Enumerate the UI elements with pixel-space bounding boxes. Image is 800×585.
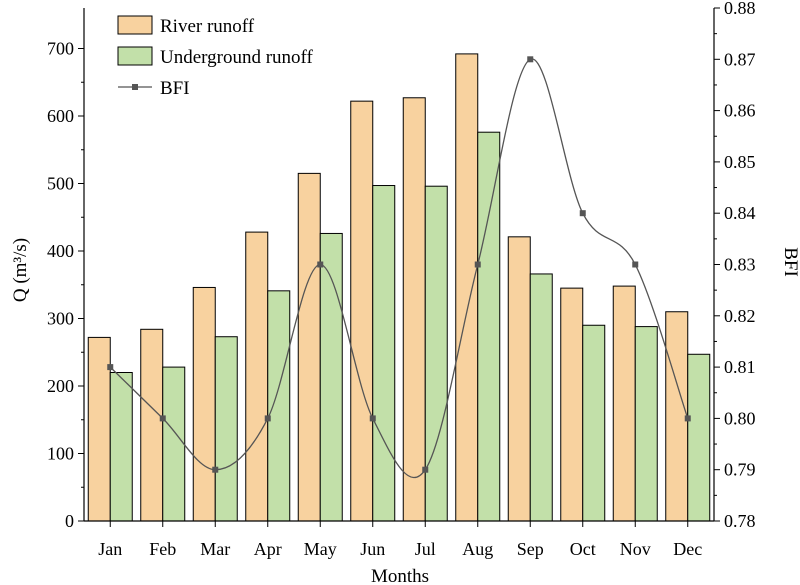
bfi-marker-nov xyxy=(632,261,639,268)
y2-tick-label: 0.82 xyxy=(724,306,756,326)
bar-underground-runoff-jul xyxy=(424,185,448,522)
axes-layer: 0 100 200 300 400 500 600 700 0.78 0.79 0.80 0.81 0.… xyxy=(47,0,756,559)
y2-tick-label: 0.80 xyxy=(724,408,756,428)
x-axis-label: Months xyxy=(371,566,429,585)
x-tick-label-jan: Jan xyxy=(98,539,122,559)
y-tick-label: 400 xyxy=(47,241,74,261)
y-axis-label: Q (m³/s) xyxy=(10,238,31,302)
bar-river-runoff-nov xyxy=(612,285,636,522)
bar-underground-runoff-nov xyxy=(634,326,658,522)
legend-swatch-river-runoff xyxy=(117,15,153,35)
bfi-marker-sep xyxy=(527,56,534,63)
y-tick-label: 200 xyxy=(47,376,74,396)
y2-tick-label: 0.86 xyxy=(724,101,756,121)
bar-river-runoff-feb xyxy=(140,328,164,522)
bar-river-runoff-jul xyxy=(402,97,426,522)
y-tick-label: 600 xyxy=(47,106,74,126)
bar-river-runoff-sep xyxy=(507,236,531,522)
legend: River runoff Underground runoff BFI xyxy=(117,15,314,99)
y-tick-label: 0 xyxy=(65,511,74,531)
bar-underground-runoff-feb xyxy=(162,366,186,522)
y-tick-label: 300 xyxy=(47,309,74,329)
bar-underground-runoff-aug xyxy=(477,131,501,522)
bar-underground-runoff-jan xyxy=(109,372,133,522)
x-tick-label-may: May xyxy=(304,539,337,559)
bfi-marker-may xyxy=(317,261,324,268)
bar-underground-runoff-sep xyxy=(529,273,553,522)
y2-tick-label: 0.78 xyxy=(724,511,756,531)
bfi-marker-apr xyxy=(264,415,271,422)
bar-river-runoff-jun xyxy=(350,100,374,522)
bar-river-runoff-jan xyxy=(87,336,111,522)
bar-river-runoff-mar xyxy=(192,286,216,522)
bar-underground-runoff-dec xyxy=(687,353,711,522)
legend-label-river-runoff: River runoff xyxy=(160,16,255,37)
y-tick-label: 700 xyxy=(47,39,74,59)
x-tick-label-jun: Jun xyxy=(360,539,385,559)
y-tick-label: 500 xyxy=(47,174,74,194)
bfi-marker-aug xyxy=(474,261,481,268)
y2-axis-label: BFI xyxy=(780,247,800,277)
bfi-marker-dec xyxy=(684,415,691,422)
legend-label-underground-runoff: Underground runoff xyxy=(160,47,314,68)
bar-river-runoff-aug xyxy=(455,53,479,522)
x-tick-label-sep: Sep xyxy=(517,539,544,559)
bfi-marker-jan xyxy=(107,364,114,371)
bfi-marker-feb xyxy=(159,415,166,422)
y-tick-label: 100 xyxy=(47,444,74,464)
bar-underground-runoff-may xyxy=(319,232,343,522)
y2-tick-label: 0.87 xyxy=(724,49,756,69)
x-tick-label-feb: Feb xyxy=(149,539,176,559)
bars-layer xyxy=(87,53,711,522)
legend-marker-bfi xyxy=(132,84,138,90)
bar-underground-runoff-mar xyxy=(214,336,238,522)
bar-underground-runoff-oct xyxy=(582,324,606,522)
x-tick-label-nov: Nov xyxy=(620,539,651,559)
x-tick-label-apr: Apr xyxy=(254,539,282,559)
bar-river-runoff-apr xyxy=(245,231,269,522)
y2-tick-label: 0.85 xyxy=(724,152,756,172)
bar-river-runoff-may xyxy=(297,172,321,522)
bfi-marker-mar xyxy=(212,466,219,473)
y2-tick-label: 0.88 xyxy=(724,0,756,18)
x-tick-label-oct: Oct xyxy=(570,539,596,559)
bfi-marker-jul xyxy=(422,466,429,473)
bfi-marker-jun xyxy=(369,415,376,422)
x-tick-label-dec: Dec xyxy=(673,539,702,559)
bfi-line-layer xyxy=(107,56,691,479)
y2-tick-label: 0.84 xyxy=(724,203,756,223)
bfi-marker-oct xyxy=(579,210,586,217)
bar-underground-runoff-jun xyxy=(372,185,396,522)
x-tick-label-jul: Jul xyxy=(415,539,436,559)
x-tick-label-mar: Mar xyxy=(200,539,230,559)
bar-river-runoff-oct xyxy=(560,287,584,522)
y2-tick-label: 0.79 xyxy=(724,460,756,480)
bar-river-runoff-dec xyxy=(665,311,689,522)
y2-tick-label: 0.83 xyxy=(724,255,756,275)
x-tick-label-aug: Aug xyxy=(462,539,493,559)
bar-underground-runoff-apr xyxy=(267,290,291,522)
legend-label-bfi: BFI xyxy=(160,78,190,99)
y2-tick-label: 0.81 xyxy=(724,357,756,377)
legend-swatch-underground-runoff xyxy=(117,46,153,66)
